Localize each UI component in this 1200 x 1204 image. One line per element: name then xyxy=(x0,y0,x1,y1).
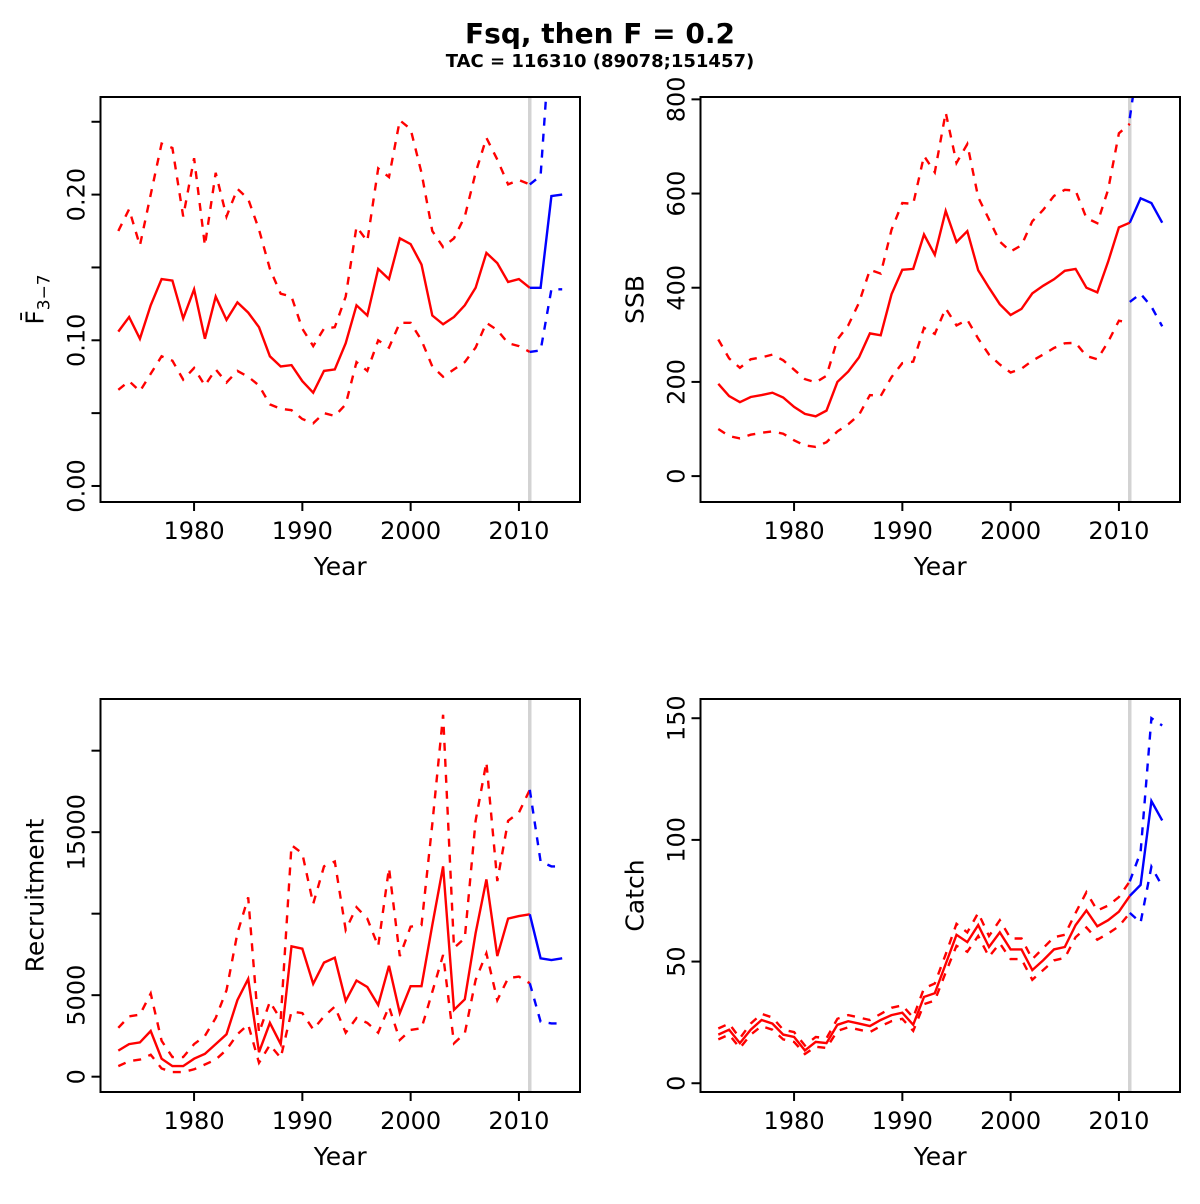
ssb-x-tick-label: 2000 xyxy=(980,517,1041,545)
chart-catch: 1980 1990 2000 2010 0 50 100 150 Year Catch xyxy=(621,695,1181,1171)
catch-median-historical xyxy=(717,895,1131,1053)
catch-lower-ci-historical xyxy=(717,912,1131,1056)
catch-x-tick-label: 1990 xyxy=(872,1107,933,1135)
catch-y-tick-label: 0 xyxy=(663,1076,691,1091)
recruitment-x-tick-label: 2010 xyxy=(488,1107,549,1135)
catch-x-tick-label: 2010 xyxy=(1088,1107,1149,1135)
fbar-plot-frame xyxy=(99,96,581,503)
fbar-x-axis-title: Year xyxy=(313,552,368,581)
ssb-y-tick-label: 0 xyxy=(663,468,691,483)
recruitment-series-group xyxy=(117,714,563,1074)
ssb-y-tick-label: 400 xyxy=(663,265,691,311)
recruitment-plot-frame xyxy=(99,698,581,1093)
recruitment-upper-ci-historical xyxy=(117,714,531,1059)
catch-x-axis-title: Year xyxy=(913,1142,968,1171)
catch-x-tick-label: 2000 xyxy=(980,1107,1041,1135)
fbar-series-group xyxy=(117,97,563,425)
fbar-y-axis-title: F̄3−7 xyxy=(20,274,55,324)
recruitment-x-tick-label: 2000 xyxy=(380,1107,441,1135)
catch-upper-ci-historical xyxy=(717,880,1131,1048)
panel-fbar: 1980 1990 2000 2010 0.00 0.10 0.20 Year F̄3−7 xyxy=(0,0,600,600)
fbar-median-forecast xyxy=(529,193,563,289)
ssb-lower-ci-forecast xyxy=(1129,292,1164,327)
fbar-x-tick-label: 1980 xyxy=(164,517,225,545)
ssb-y-tick-label: 600 xyxy=(663,171,691,217)
fbar-x-tick-label: 2000 xyxy=(380,517,441,545)
panel-catch: 1980 1990 2000 2010 0 50 100 150 Year Catch xyxy=(600,600,1200,1200)
catch-x-tick-label: 1980 xyxy=(764,1107,825,1135)
recruitment-x-tick-label: 1980 xyxy=(164,1107,225,1135)
catch-plot-frame xyxy=(699,698,1181,1093)
fbar-upper-ci-historical xyxy=(117,118,531,349)
ssb-lower-ci-historical xyxy=(717,305,1131,449)
catch-y-tick-label: 50 xyxy=(663,946,691,977)
ssb-x-axis-title: Year xyxy=(913,552,968,581)
fbar-y-tick-label: 0.00 xyxy=(63,459,91,512)
ssb-plot-frame xyxy=(699,96,1181,503)
catch-median-forecast xyxy=(1128,797,1164,897)
recruitment-median-forecast xyxy=(528,914,563,962)
recruitment-x-tick-label: 1990 xyxy=(272,1107,333,1135)
fbar-lower-ci-forecast xyxy=(529,288,563,354)
figure-subtitle: TAC = 116310 (89078;151457) xyxy=(445,51,755,72)
fbar-median-historical xyxy=(117,236,531,395)
panel-recruitment: 1980 1990 2000 2010 0 5000 15000 Year Recruitmen… xyxy=(0,600,600,1200)
catch-y-tick-label: 100 xyxy=(663,817,691,863)
catch-y-axis-title: Catch xyxy=(621,859,650,931)
recruitment-upper-ci-forecast xyxy=(528,789,563,868)
ssb-x-tick-label: 1980 xyxy=(764,517,825,545)
chart-recruitment: 1980 1990 2000 2010 0 5000 15000 Year Recruitmen… xyxy=(21,698,581,1171)
ssb-upper-ci-forecast xyxy=(1128,97,1135,119)
ssb-median-historical xyxy=(717,206,1131,418)
fbar-y-tick-label: 0.20 xyxy=(63,168,91,221)
ssb-series-group xyxy=(717,97,1164,449)
catch-upper-ci-forecast xyxy=(1128,716,1163,882)
figure-title: Fsq, then F = 0.2 xyxy=(465,17,735,50)
recruitment-y-axis-title: Recruitment xyxy=(21,818,50,972)
catch-lower-ci-forecast xyxy=(1128,863,1164,925)
recruitment-y-tick-label: 15000 xyxy=(63,794,91,870)
recruitment-lower-ci-historical xyxy=(117,949,531,1074)
fbar-y-tick-label: 0.10 xyxy=(63,314,91,367)
fbar-upper-ci-forecast xyxy=(529,97,548,186)
ssb-upper-ci-historical xyxy=(717,112,1131,384)
panel-ssb: 1980 1990 2000 2010 0 200 400 600 800 Year SSB xyxy=(600,0,1200,600)
recruitment-x-axis-title: Year xyxy=(313,1142,368,1171)
chart-fbar: 1980 1990 2000 2010 0.00 0.10 0.20 Year F̄3−7 xyxy=(20,96,581,581)
ssb-y-tick-label: 800 xyxy=(663,76,691,122)
ssb-y-axis-title: SSB xyxy=(621,275,650,324)
chart-ssb: 1980 1990 2000 2010 0 200 400 600 800 Year SSB xyxy=(621,76,1181,581)
recruitment-lower-ci-forecast xyxy=(528,982,563,1025)
ssb-median-forecast xyxy=(1128,196,1164,224)
ssb-x-tick-label: 2010 xyxy=(1088,517,1149,545)
figure-header: Fsq, then F = 0.2 TAC = 116310 (89078;15… xyxy=(0,19,1200,72)
fbar-x-tick-label: 1990 xyxy=(272,517,333,545)
catch-y-tick-label: 150 xyxy=(663,695,691,741)
recruitment-y-tick-label: 5000 xyxy=(63,965,91,1026)
recruitment-y-tick-label: 0 xyxy=(63,1069,91,1084)
ssb-y-tick-label: 200 xyxy=(663,359,691,405)
catch-series-group xyxy=(717,716,1164,1056)
fbar-x-tick-label: 2010 xyxy=(488,517,549,545)
recruitment-median-historical xyxy=(117,866,530,1068)
ssb-x-tick-label: 1990 xyxy=(872,517,933,545)
